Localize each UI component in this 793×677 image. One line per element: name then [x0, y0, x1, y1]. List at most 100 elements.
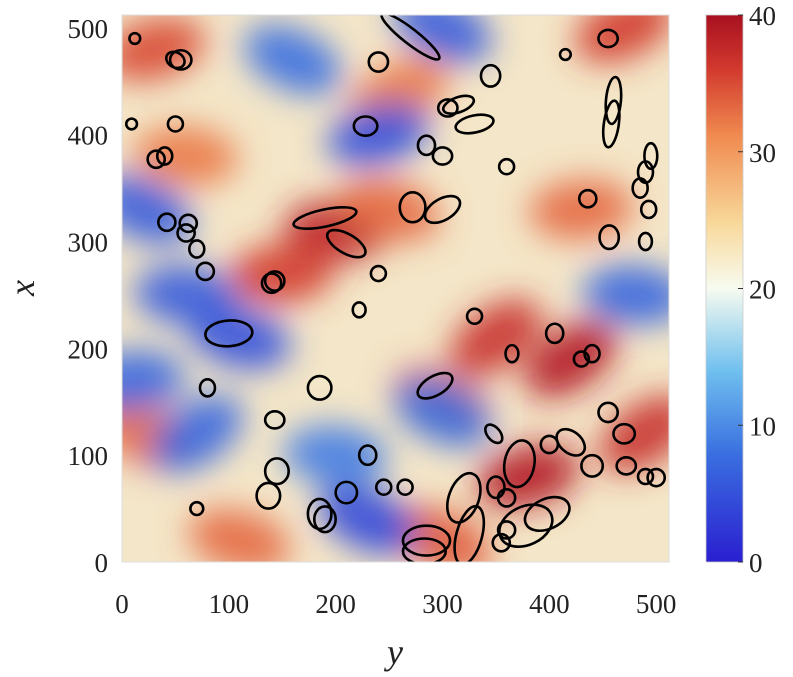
- contour-line: [636, 467, 655, 486]
- contour-line: [401, 537, 448, 562]
- y-tick-label: 400: [68, 121, 109, 151]
- x-axis-label: y: [384, 632, 403, 672]
- field-blob: [188, 508, 291, 562]
- contour-line: [639, 199, 658, 220]
- heatmap-field: [122, 15, 669, 562]
- contour-line: [204, 319, 254, 348]
- contour-line: [357, 444, 378, 467]
- contour-line: [523, 495, 571, 533]
- x-tick-label: 500: [636, 589, 677, 619]
- contour-line: [292, 205, 358, 230]
- contour-line: [128, 31, 142, 46]
- field-blob: [393, 15, 492, 63]
- contour-line: [396, 478, 414, 496]
- contour-line: [436, 98, 459, 118]
- y-tick-label: 0: [95, 548, 109, 578]
- plot-frame: [121, 14, 670, 563]
- contour-line: [263, 410, 286, 430]
- contour-line: [431, 146, 454, 166]
- field-blob: [327, 102, 430, 167]
- contour-line: [597, 28, 620, 49]
- x-tick-label: 400: [529, 589, 570, 619]
- field-blob: [244, 24, 342, 95]
- contour-line: [454, 113, 495, 135]
- contour-line: [176, 223, 196, 243]
- x-tick-label: 100: [209, 589, 250, 619]
- contour-line: [401, 524, 452, 557]
- contour-line: [263, 457, 290, 486]
- y-tick-labels: 0 100 200 300 400 500: [68, 14, 109, 578]
- colorbar: 0 10 20 30 40: [705, 1, 776, 578]
- contour-line: [334, 480, 359, 505]
- contour-line: [146, 149, 167, 170]
- contour-line: [124, 117, 139, 131]
- field-blob: [393, 505, 492, 562]
- x-tick-label: 200: [315, 589, 356, 619]
- contour-line: [380, 15, 441, 61]
- contour-line: [189, 500, 205, 517]
- field-blob: [122, 17, 205, 82]
- field-blob: [122, 350, 185, 411]
- contour-line: [539, 434, 560, 455]
- contour-line: [325, 228, 367, 259]
- contour-line: [441, 94, 476, 115]
- field-blob: [582, 264, 669, 326]
- colorbar-tick-label: 0: [749, 548, 763, 578]
- contour-line: [423, 194, 462, 225]
- contour-line: [497, 157, 516, 176]
- contour-line: [558, 47, 573, 62]
- contour-line: [306, 497, 333, 531]
- field-blob: [134, 125, 238, 187]
- contour-line: [604, 75, 623, 126]
- colorbar-gradient: [705, 14, 744, 563]
- contour-line: [598, 224, 621, 251]
- contour-line: [484, 423, 504, 445]
- contour-line: [544, 322, 565, 345]
- contour-line: [646, 467, 667, 488]
- field-blob: [575, 15, 669, 63]
- contour-line: [479, 63, 502, 88]
- field-blob: [599, 395, 669, 473]
- contour-line: [306, 374, 333, 401]
- y-axis-label: x: [2, 280, 42, 297]
- contour-line: [367, 51, 390, 73]
- contour-line: [580, 453, 605, 478]
- contour-line: [597, 401, 620, 424]
- colorbar-tick-label: 20: [749, 275, 776, 305]
- contour-line: [195, 261, 216, 282]
- contour-line: [502, 439, 537, 489]
- contour-line: [416, 134, 437, 157]
- y-tick-label: 200: [68, 334, 109, 364]
- contour-line: [351, 301, 367, 319]
- x-tick-label: 0: [115, 589, 129, 619]
- contour-line: [486, 475, 506, 500]
- y-tick-label: 300: [68, 227, 109, 257]
- contour-line: [572, 350, 591, 368]
- contour-line: [631, 177, 649, 199]
- contour-line: [178, 213, 199, 234]
- contour-lines: [124, 15, 667, 562]
- contour-line: [374, 478, 393, 496]
- field-blob: [134, 264, 238, 326]
- colorbar-tick-label: 30: [749, 138, 776, 168]
- contour-line: [188, 239, 206, 259]
- contour-line: [583, 343, 601, 364]
- contour-line: [555, 427, 587, 457]
- contour-line: [369, 264, 388, 283]
- contour-line: [155, 146, 174, 166]
- plot-area: [121, 14, 670, 563]
- contour-line: [496, 520, 517, 540]
- contour-line: [643, 141, 659, 171]
- field-blob: [283, 424, 388, 486]
- y-tick-label: 100: [68, 441, 109, 471]
- y-axis: 0 100 200 300 400 500 x: [2, 14, 108, 578]
- contour-line: [260, 272, 283, 295]
- contour-line: [637, 231, 654, 252]
- contour-line: [198, 378, 217, 398]
- contour-line: [612, 422, 637, 445]
- contour-line: [168, 48, 193, 71]
- y-tick-label: 500: [68, 14, 109, 44]
- field-blob: [150, 395, 243, 473]
- contour-line: [313, 505, 337, 534]
